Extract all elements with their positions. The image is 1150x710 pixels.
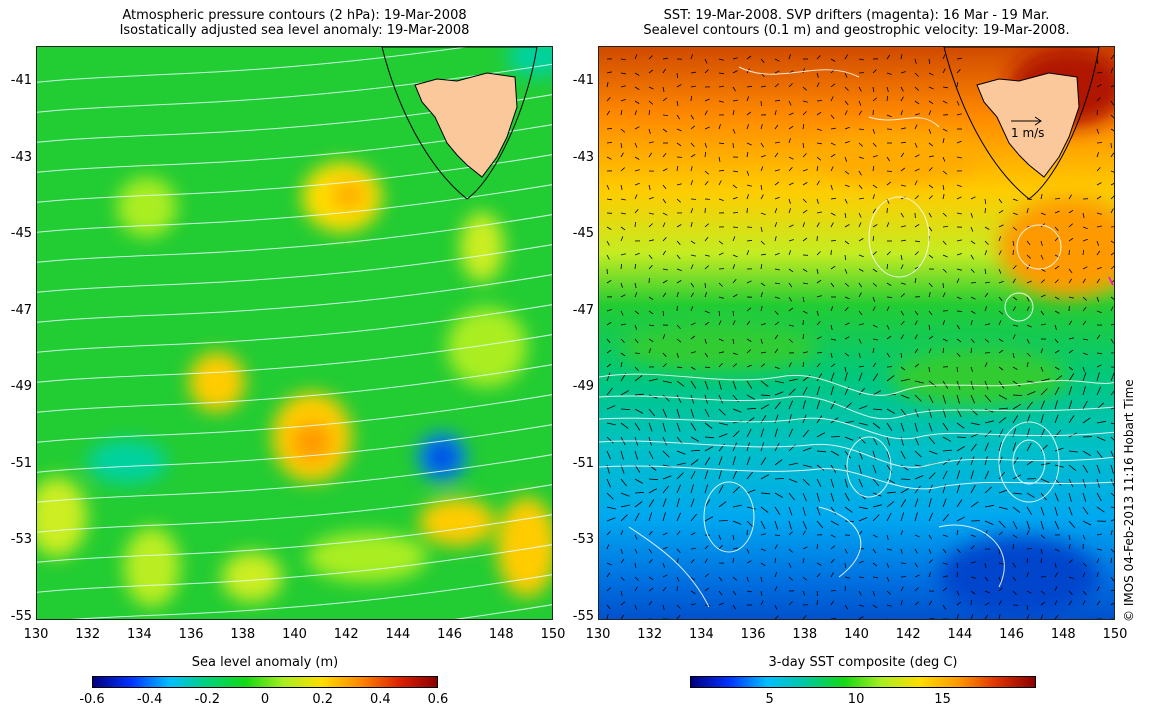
tasmania-landmass	[381, 47, 538, 200]
anomaly-blobs	[37, 47, 552, 607]
right-x-tick: 148	[1050, 627, 1076, 642]
right-y-tick: -41	[572, 73, 594, 88]
left-title-line1: Atmospheric pressure contours (2 hPa): 1…	[122, 8, 467, 23]
sea-level-anomaly-map	[37, 47, 552, 619]
right-y-tick: -53	[572, 532, 594, 547]
right-y-tick: -49	[572, 379, 594, 394]
right-colorbar-tick: 5	[765, 692, 774, 707]
sst-map: 1 m/s	[599, 47, 1114, 619]
drifter-tracks	[1108, 276, 1114, 286]
right-x-tick: 134	[688, 627, 714, 642]
right-colorbar-tick: 10	[847, 692, 865, 707]
left-colorbar-tick: 0.4	[369, 692, 391, 707]
left-y-tick: -45	[10, 226, 32, 241]
right-colorbar-tick: 15	[934, 692, 951, 707]
left-x-tick: 130	[23, 627, 49, 642]
right-x-tick: 144	[947, 627, 973, 642]
left-x-tick: 138	[230, 627, 256, 642]
right-x-tick: 130	[585, 627, 611, 642]
left-y-tick: -43	[10, 149, 32, 165]
left-colorbar-tick: -0.6	[79, 692, 105, 707]
left-map-panel	[36, 46, 553, 620]
right-title-line1: SST: 19-Mar-2008. SVP drifters (magenta)…	[663, 8, 1050, 23]
right-x-tick: 146	[999, 627, 1025, 642]
left-y-tick: -41	[10, 73, 32, 88]
left-colorbar-tick: 0	[260, 692, 270, 707]
left-colorbar-tick: -0.4	[136, 692, 163, 707]
pressure-contours	[37, 47, 552, 619]
left-colorbar-label: Sea level anomaly (m)	[191, 655, 339, 670]
right-x-tick: 150	[1102, 627, 1128, 642]
velocity-scale-label: 1 m/s	[1011, 126, 1044, 140]
left-y-tick: -53	[10, 532, 32, 547]
right-y-tick: -43	[572, 149, 594, 165]
right-y-tick: -55	[572, 608, 594, 624]
left-x-tick: 142	[333, 627, 359, 642]
right-y-tick: -45	[572, 226, 594, 241]
right-title-line2: Sealevel contours (0.1 m) and geostrophi…	[643, 23, 1070, 38]
left-x-tick: 136	[178, 627, 204, 642]
left-y-tick: -49	[10, 379, 32, 394]
left-title: Atmospheric pressure contours (2 hPa): 1…	[36, 8, 553, 38]
left-x-tick: 150	[540, 627, 566, 642]
right-colorbar-label: 3-day SST composite (deg C)	[768, 655, 958, 670]
left-y-tick: -51	[10, 455, 32, 471]
geostrophic-velocity-arrows	[606, 54, 1114, 619]
left-x-tick: 134	[126, 627, 152, 642]
left-x-tick: 140	[282, 627, 307, 642]
right-map-panel: 1 m/s	[598, 46, 1115, 620]
sealevel-contours	[599, 66, 1114, 608]
tasmania-landmass: 1 m/s	[943, 47, 1100, 200]
imos-credit: © IMOS 04-Feb-2013 11:16 Hobart Time	[1122, 379, 1136, 622]
left-title-line2: Isostatically adjusted sea level anomaly…	[119, 23, 470, 38]
right-x-tick: 140	[844, 627, 869, 642]
left-x-tick: 144	[385, 627, 411, 642]
right-x-tick: 138	[792, 627, 818, 642]
right-x-tick: 136	[740, 627, 766, 642]
left-colorbar-tick: 0.2	[312, 692, 333, 707]
right-y-tick: -51	[572, 455, 594, 471]
left-y-tick: -47	[10, 302, 32, 318]
right-colorbar	[690, 676, 1036, 688]
left-y-tick: -55	[10, 608, 32, 624]
left-x-tick: 148	[488, 627, 514, 642]
left-colorbar-tick: -0.2	[194, 692, 221, 707]
left-colorbar	[92, 676, 438, 688]
right-y-tick: -47	[572, 302, 594, 318]
right-x-tick: 132	[637, 627, 663, 642]
left-colorbar-tick: 0.6	[427, 692, 449, 707]
right-x-tick: 142	[895, 627, 921, 642]
left-x-tick: 146	[437, 627, 463, 642]
right-title: SST: 19-Mar-2008. SVP drifters (magenta)…	[598, 8, 1115, 38]
left-x-tick: 132	[75, 627, 101, 642]
